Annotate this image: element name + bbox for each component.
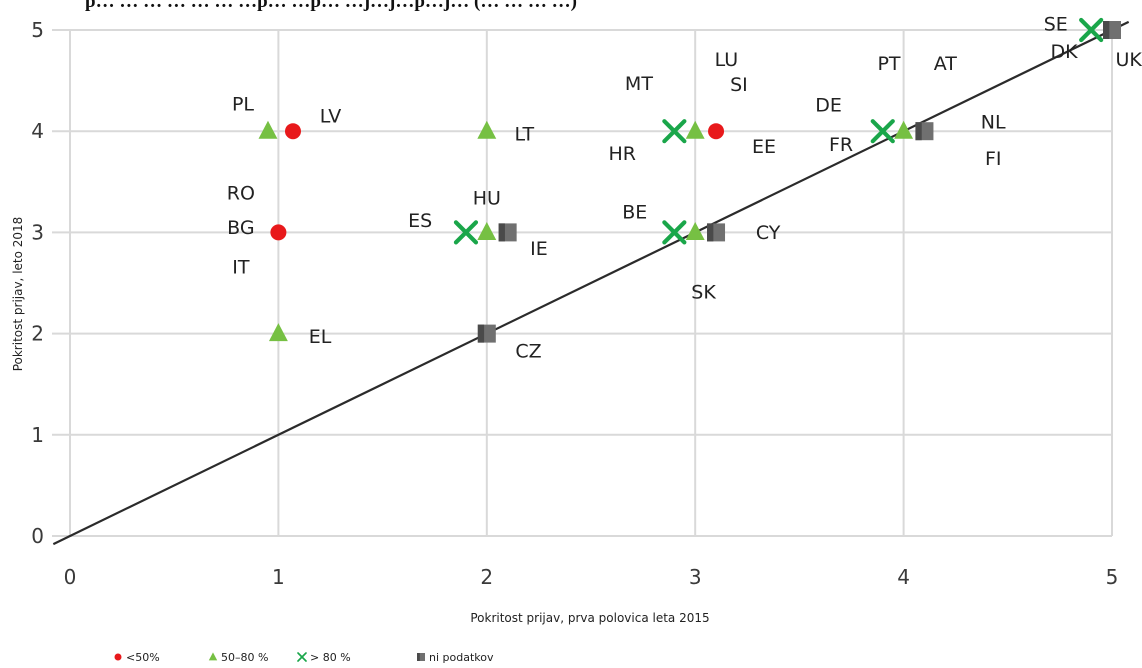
country-label: EE xyxy=(752,136,776,158)
x-mark-stroke xyxy=(453,220,479,245)
x-axis-ticks: 0 1 2 3 4 5 xyxy=(64,565,1119,589)
point-mid xyxy=(894,120,914,139)
x-tick-label: 4 xyxy=(897,565,910,589)
country-label: SK xyxy=(691,282,716,304)
y-tick-label: 1 xyxy=(31,423,44,447)
y-tick-label: 2 xyxy=(31,322,44,346)
x-mark-stroke xyxy=(662,119,687,144)
point-lt50 xyxy=(708,123,725,140)
legend-item-mid: 50–80 % xyxy=(208,651,268,664)
square-shade xyxy=(915,122,922,141)
point-nodata xyxy=(1103,21,1121,39)
point-gt80 xyxy=(1079,17,1104,43)
country-label: IT xyxy=(232,256,250,278)
x-mark-stroke xyxy=(297,652,307,662)
x-tick-label: 3 xyxy=(689,565,702,589)
point-nodata xyxy=(477,324,496,343)
legend-label: <50% xyxy=(126,651,160,664)
country-label: PL xyxy=(232,93,254,115)
y-tick-label: 3 xyxy=(31,220,44,244)
legend-marker xyxy=(208,652,218,661)
grid xyxy=(52,29,1113,537)
x-axis-title: Pokritost prijav, prva polovica leta 201… xyxy=(470,611,709,625)
country-label: LU xyxy=(715,49,739,71)
country-label: EL xyxy=(309,326,332,348)
point-lt50 xyxy=(284,123,301,140)
country-label: SI xyxy=(730,74,748,96)
y-tick-label: 0 xyxy=(31,524,44,548)
point-nodata xyxy=(707,223,726,242)
country-label: ES xyxy=(408,210,432,232)
point-mid xyxy=(477,221,497,240)
point-gt80 xyxy=(870,119,895,144)
legend-marker xyxy=(297,652,307,662)
y-tick-label: 5 xyxy=(31,18,44,42)
country-label: AT xyxy=(934,53,958,75)
legend-label: ni podatkov xyxy=(429,651,494,664)
point-lt50 xyxy=(270,224,287,241)
x-mark-stroke xyxy=(662,220,687,245)
chart-title: p… … … … … … …p… …p… …j…j…p…j… (… … … …) xyxy=(85,0,577,12)
country-label: SE xyxy=(1044,13,1068,35)
square-shade xyxy=(498,223,505,242)
x-tick-label: 1 xyxy=(272,565,285,589)
x-tick-label: 0 xyxy=(64,565,77,589)
country-label: RO xyxy=(227,182,255,204)
square-body xyxy=(417,653,425,661)
country-label: HU xyxy=(473,188,501,210)
point-nodata xyxy=(915,122,934,141)
x-tick-label: 5 xyxy=(1106,565,1119,589)
data-points xyxy=(258,17,1121,343)
point-gt80 xyxy=(662,220,687,245)
country-label: BE xyxy=(622,202,647,224)
country-label: BG xyxy=(227,217,254,239)
legend-marker xyxy=(417,653,425,661)
country-label: LV xyxy=(320,106,342,128)
country-label: MT xyxy=(625,73,653,95)
x-mark-stroke xyxy=(870,119,895,144)
country-label: DE xyxy=(815,94,842,116)
legend-item-gt80: > 80 % xyxy=(297,651,351,664)
legend-item-nodata: ni podatkov xyxy=(417,651,494,664)
point-mid xyxy=(685,120,705,139)
point-mid xyxy=(268,323,288,342)
country-label: FR xyxy=(829,134,853,156)
square-shade xyxy=(1103,21,1110,39)
country-label: NL xyxy=(981,112,1006,134)
y-axis-ticks: 0 1 2 3 4 5 xyxy=(31,18,44,548)
x-tick-label: 2 xyxy=(480,565,493,589)
y-tick-label: 4 xyxy=(31,119,44,143)
diagonal-line xyxy=(52,20,1130,546)
country-label: FI xyxy=(985,148,1002,170)
point-gt80 xyxy=(662,119,687,144)
point-nodata xyxy=(498,223,517,242)
point-mid xyxy=(258,120,278,139)
square-shade xyxy=(477,324,485,343)
reference-line xyxy=(52,20,1130,546)
country-label: CZ xyxy=(515,340,541,362)
legend-label: > 80 % xyxy=(310,651,351,664)
country-label: IE xyxy=(530,238,548,260)
country-label: PT xyxy=(877,53,900,75)
country-label: HR xyxy=(609,143,637,165)
country-label: LT xyxy=(515,124,535,146)
legend-marker xyxy=(114,653,122,661)
legend: <50% 50–80 % > 80 % ni podatkov xyxy=(114,651,494,664)
legend-item-lt50: <50% xyxy=(114,651,160,664)
x-mark-stroke xyxy=(1079,17,1104,43)
square-shade xyxy=(707,223,714,242)
point-mid xyxy=(477,120,497,139)
country-label: CY xyxy=(756,222,781,244)
point-gt80 xyxy=(453,220,479,245)
country-labels: PL LV RO BG IT EL LT HU ES IE CZ MT LU SI HR EE BE CY SK PT… xyxy=(227,13,1142,362)
country-label: DK xyxy=(1051,41,1079,63)
legend-label: 50–80 % xyxy=(221,651,268,664)
point-mid xyxy=(685,221,705,240)
square-shade xyxy=(417,653,420,661)
y-axis-title: Pokritost prijav, leto 2018 xyxy=(11,217,25,372)
country-label: UK xyxy=(1115,49,1142,71)
